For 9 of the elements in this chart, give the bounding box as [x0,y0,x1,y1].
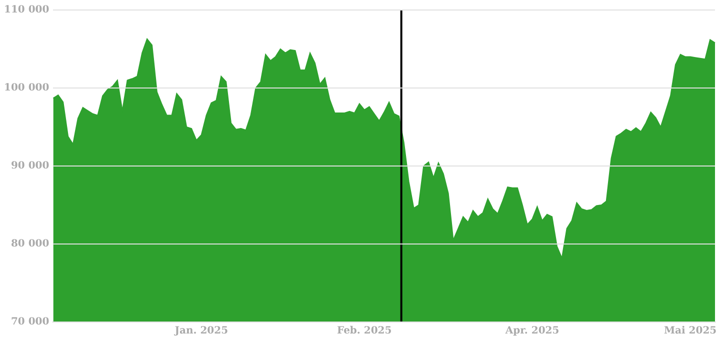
y-tick-label: 110 000 [4,4,50,16]
x-tick-label: Mai 2025 [664,326,717,337]
y-tick-label: 70 000 [10,316,50,328]
y-tick-label: 80 000 [10,238,50,250]
y-tick-label: 100 000 [4,82,50,94]
x-tick-label: Jan. 2025 [174,326,228,337]
y-tick-label: 90 000 [10,160,50,172]
x-tick-label: Feb. 2025 [337,326,392,337]
x-tick-label: Apr. 2025 [504,326,560,337]
